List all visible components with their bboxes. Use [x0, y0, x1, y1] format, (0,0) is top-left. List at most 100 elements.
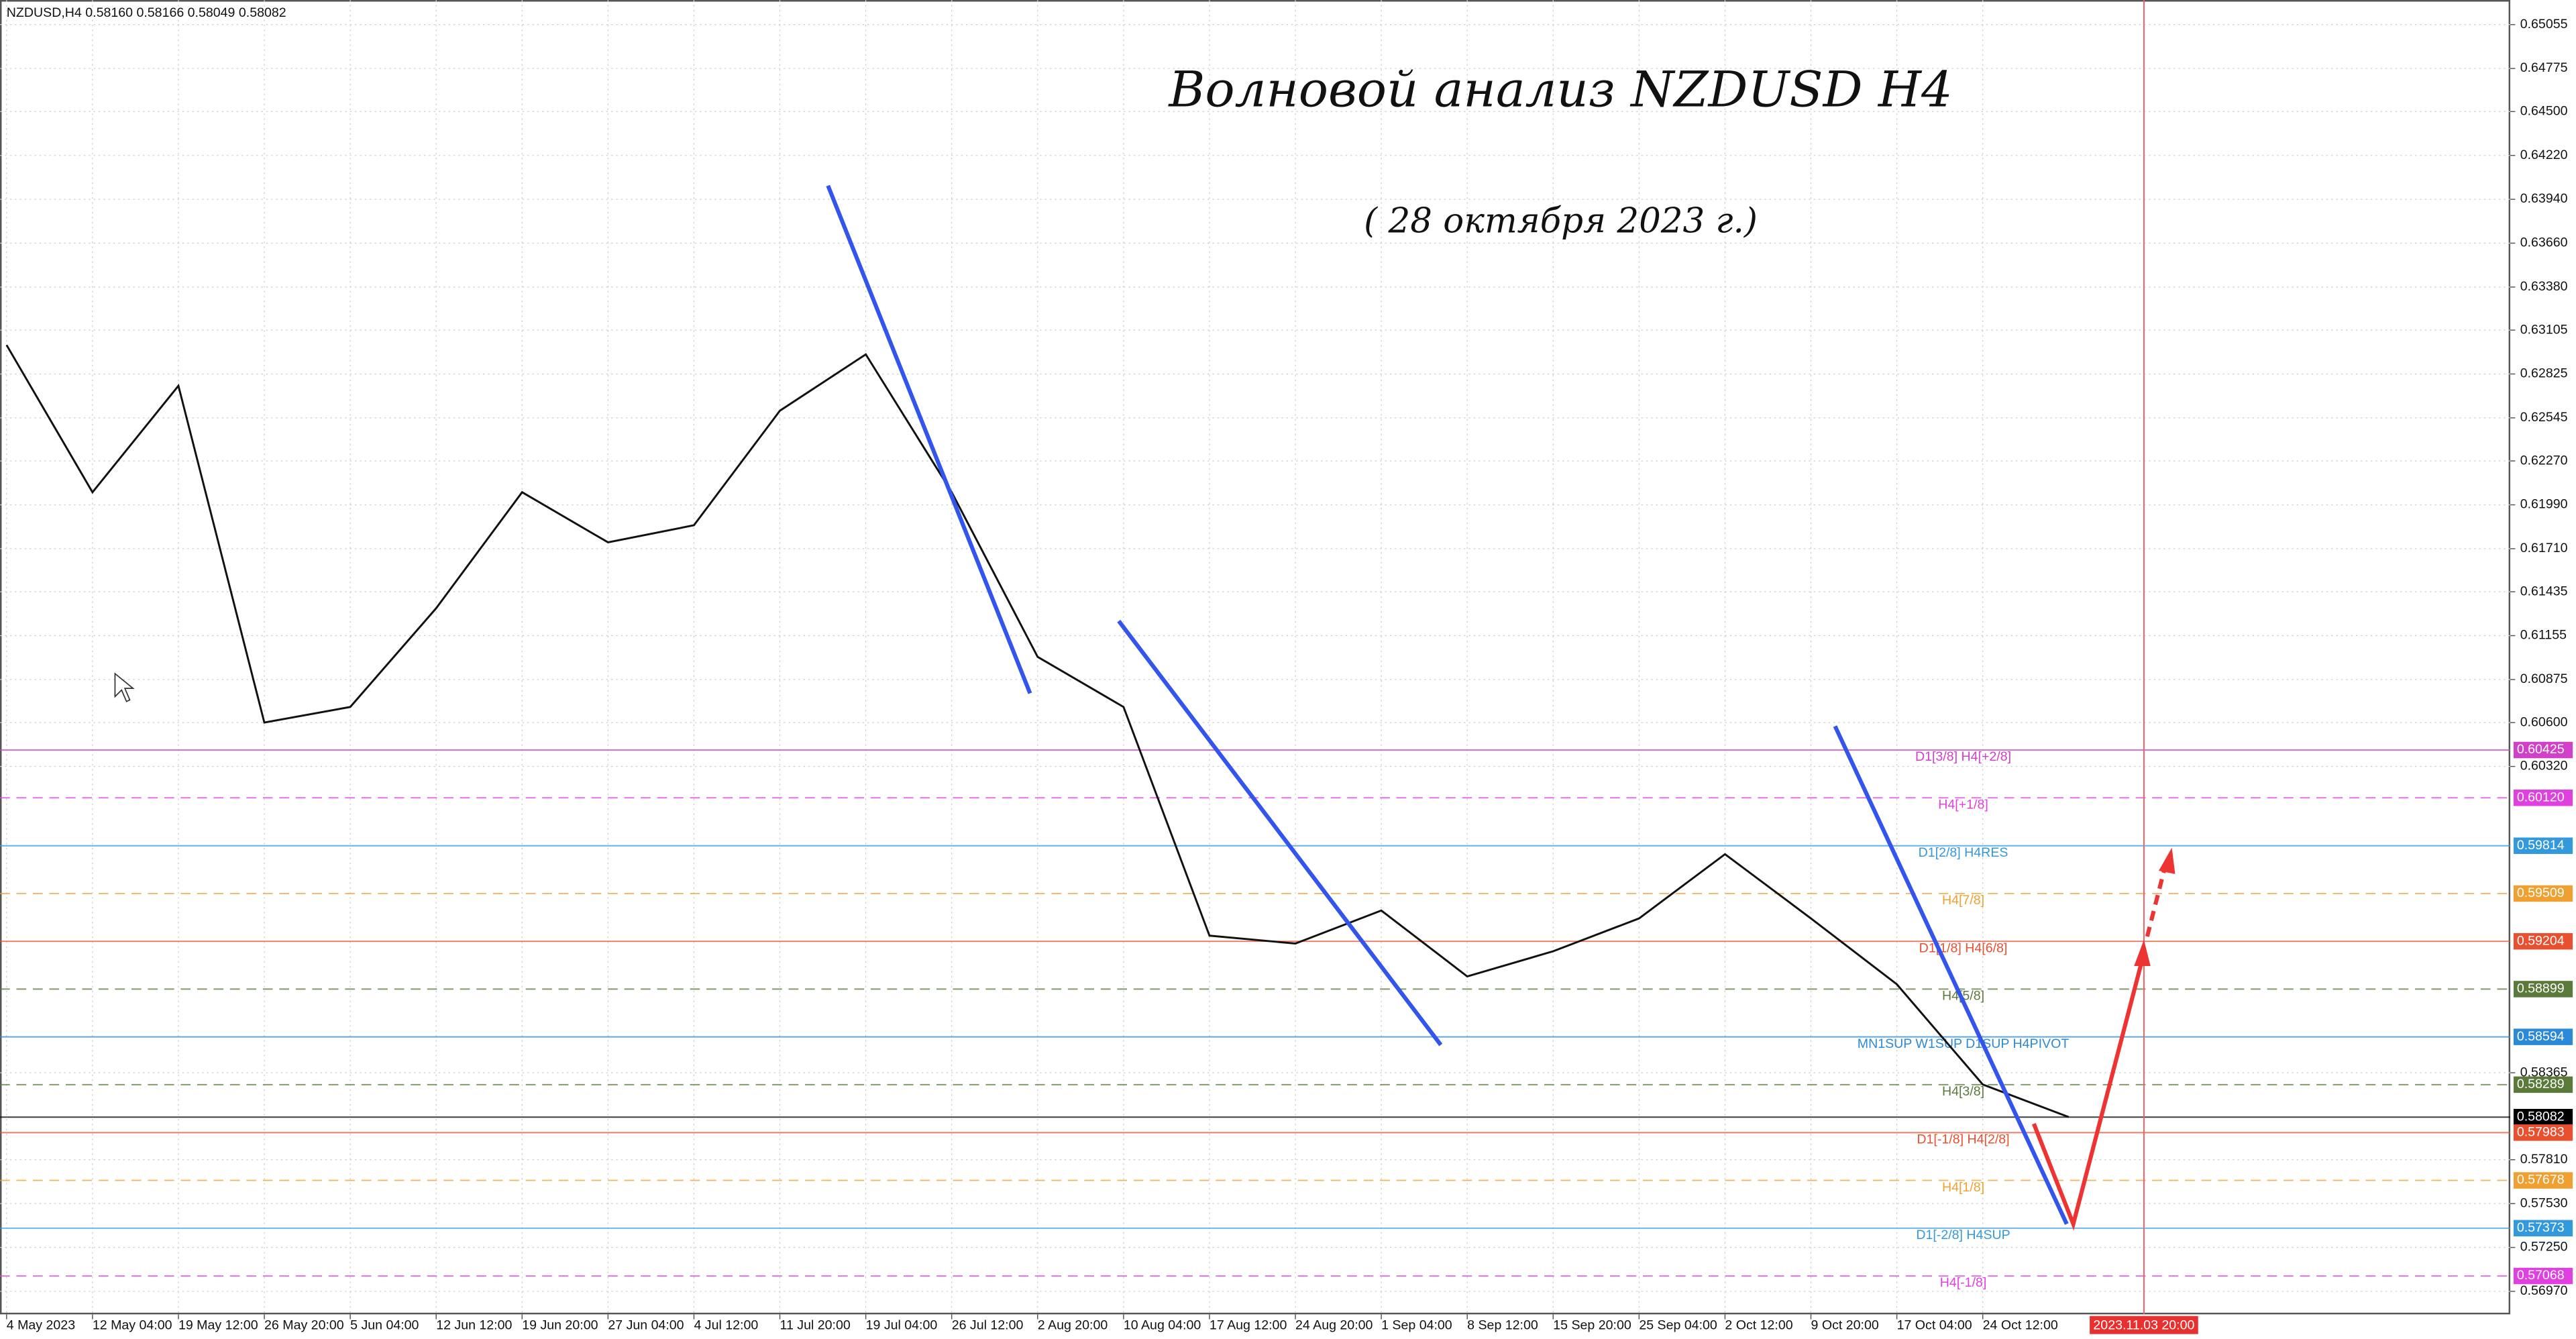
plot-frame	[0, 0, 2511, 1315]
x-tick-label: 4 Jul 12:00	[694, 1318, 758, 1333]
x-tick-label: 1 Sep 04:00	[1381, 1318, 1452, 1333]
level-label: MN1SUP W1SUP D1SUP H4PIVOT	[1858, 1036, 2070, 1051]
y-tick-label: 0.61710	[2520, 541, 2568, 555]
grid	[0, 0, 2511, 1315]
y-tick-label: 0.62270	[2520, 453, 2568, 468]
y-tick-label: 0.63660	[2520, 235, 2568, 250]
level-label: D1[2/8] H4RES	[1919, 845, 2008, 860]
time-marker-label: 2023.11.03 20:00	[2093, 1318, 2194, 1333]
level-label: H4[3/8]	[1942, 1084, 1984, 1099]
x-tick-label: 10 Aug 04:00	[1124, 1318, 1201, 1333]
levels: D1[3/8] H4[+2/8] H4[+1/8] D1[2/8] H4RES H4[…	[0, 749, 2511, 1290]
x-tick-label: 19 Jul 04:00	[866, 1318, 938, 1333]
x-tick-label: 15 Sep 20:00	[1553, 1318, 1631, 1333]
x-tick-label: 17 Aug 12:00	[1210, 1318, 1287, 1333]
symbol-info: NZDUSD,H4 0.58160 0.58166 0.58049 0.5808…	[7, 5, 286, 20]
x-tick-label: 17 Oct 04:00	[1897, 1318, 1972, 1333]
forecast-arrow	[2031, 959, 2145, 1231]
level-price-box	[2513, 981, 2573, 998]
level-price-box	[2513, 1076, 2573, 1093]
x-tick-label: 19 May 12:00	[178, 1318, 258, 1333]
x-tick-label: 27 Jun 04:00	[608, 1318, 684, 1333]
y-tick-label: 0.58365	[2520, 1065, 2568, 1079]
y-tick-label: 0.60600	[2520, 714, 2568, 729]
level-price-label: 0.58289	[2517, 1077, 2565, 1091]
x-tick-label: 11 Jul 20:00	[780, 1318, 851, 1333]
level-label: D1[-1/8] H4[2/8]	[1917, 1132, 2009, 1147]
level-label: H4[5/8]	[1942, 989, 1984, 1004]
x-tick-label: 12 May 04:00	[93, 1318, 172, 1333]
level-label: H4[7/8]	[1942, 893, 1984, 908]
level-label: H4[-1/8]	[1940, 1275, 1987, 1290]
y-tick-label: 0.60320	[2520, 759, 2568, 773]
level-price-label: 0.58082	[2517, 1109, 2565, 1124]
trend-line	[1117, 619, 1443, 1047]
level-label: D1[1/8] H4[6/8]	[1919, 941, 2008, 955]
level-price-box	[2513, 932, 2573, 950]
level-price-label: 0.59509	[2517, 886, 2565, 900]
y-tick-label: 0.61155	[2520, 628, 2567, 643]
x-tick-label: 26 May 20:00	[264, 1318, 344, 1333]
level-price-label: 0.57373	[2517, 1220, 2565, 1235]
x-tick-label: 5 Jun 04:00	[350, 1318, 419, 1333]
chart-title: Волновой анализ NZDUSD H4	[1167, 62, 1952, 119]
y-tick-label: 0.60875	[2520, 672, 2568, 686]
level-price-box	[2513, 1028, 2573, 1045]
arrow-head	[2134, 939, 2151, 967]
level-label: H4[1/8]	[1942, 1180, 1984, 1195]
x-tick-label: 4 May 2023	[7, 1318, 75, 1333]
y-tick-label: 0.61435	[2520, 584, 2568, 598]
y-tick-label: 0.63940	[2520, 191, 2568, 206]
x-tick-label: 9 Oct 20:00	[1811, 1318, 1879, 1333]
y-tick-label: 0.57530	[2520, 1195, 2568, 1210]
x-tick-label: 25 Sep 04:00	[1639, 1318, 1717, 1333]
level-label: D1[-2/8] H4SUP	[1916, 1228, 2010, 1242]
level-price-label: 0.58899	[2517, 981, 2565, 996]
level-price-box	[2513, 1267, 2573, 1285]
x-tick-label: 2 Aug 20:00	[1038, 1318, 1108, 1333]
chart-subtitle: ( 28 октября 2023 г.)	[1364, 201, 1758, 242]
forecast-arrow-dashed	[2145, 865, 2167, 937]
y-tick-label: 0.62825	[2520, 366, 2568, 381]
level-price-box	[2513, 1220, 2573, 1237]
level-price-box	[2513, 837, 2573, 854]
level-price-label: 0.57983	[2517, 1125, 2565, 1140]
level-price-box	[2513, 1172, 2573, 1189]
level-price-label: 0.59814	[2517, 838, 2565, 853]
level-price-label: 0.57068	[2517, 1268, 2565, 1283]
level-label: H4[+1/8]	[1938, 797, 1988, 812]
annotations	[114, 184, 2176, 1231]
time-marker-box	[2090, 1316, 2198, 1334]
level-price-label: 0.59204	[2517, 933, 2565, 948]
y-tick-label: 0.56970	[2520, 1283, 2568, 1298]
level-price-box	[2513, 1108, 2573, 1126]
level-price-label: 0.60425	[2517, 742, 2565, 757]
y-tick-label: 0.57250	[2520, 1240, 2568, 1254]
x-tick-label: 8 Sep 12:00	[1467, 1318, 1538, 1333]
y-tick-label: 0.57810	[2520, 1152, 2568, 1167]
level-price-box	[2513, 885, 2573, 902]
x-tick-label: 2 Oct 12:00	[1725, 1318, 1792, 1333]
y-tick-label: 0.64220	[2520, 148, 2568, 162]
level-price-box	[2513, 1124, 2573, 1141]
arrow-head	[2158, 847, 2176, 874]
y-tick-label: 0.63380	[2520, 279, 2568, 294]
x-tick-label: 26 Jul 12:00	[952, 1318, 1024, 1333]
y-tick-label: 0.61990	[2520, 497, 2568, 512]
y-tick-label: 0.64775	[2520, 60, 2568, 75]
series	[5, 344, 2070, 1118]
price-line	[5, 344, 2070, 1118]
x-tick-label: 24 Aug 20:00	[1295, 1318, 1373, 1333]
y-tick-label: 0.62545	[2520, 410, 2568, 425]
level-price-label: 0.57678	[2517, 1173, 2565, 1187]
level-price-box	[2513, 741, 2573, 759]
trend-line	[1833, 725, 2069, 1225]
level-label: D1[3/8] H4[+2/8]	[1915, 749, 2011, 764]
y-tick-label: 0.64500	[2520, 103, 2568, 118]
trend-line	[826, 184, 1032, 694]
x-tick-label: 24 Oct 12:00	[1983, 1318, 2058, 1333]
level-price-label: 0.60120	[2517, 790, 2565, 804]
level-price-box	[2513, 789, 2573, 806]
